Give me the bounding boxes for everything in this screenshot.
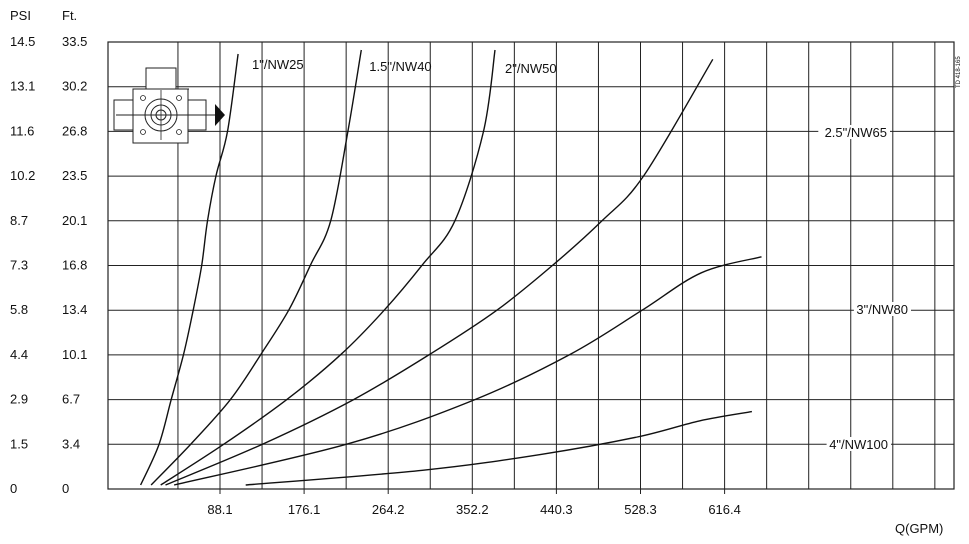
- series-line-3: [160, 49, 496, 486]
- x-axis-label: Q(GPM): [895, 521, 943, 536]
- y-tick-ft: 0: [62, 481, 69, 496]
- y-tick-psi: 4.4: [10, 347, 28, 362]
- y-tick-psi: 8.7: [10, 213, 28, 228]
- x-tick-label: 528.3: [624, 502, 657, 517]
- side-code: TD 418-165: [956, 56, 962, 88]
- y-tick-ft: 30.2: [62, 79, 87, 94]
- y-tick-ft: 13.4: [62, 302, 87, 317]
- y-tick-psi: 0: [10, 481, 17, 496]
- series-label-backing: [853, 302, 911, 316]
- series-labels: 1"/NW25 1.5"/NW40 2"/NW50 2.5"/NW65 3"/NW80 4…: [252, 57, 911, 452]
- y-tick-psi: 14.5: [10, 34, 35, 49]
- series-line-5: [173, 256, 762, 486]
- x-tick-label: 88.1: [207, 502, 232, 517]
- series-label-3: 2"/NW50: [505, 61, 557, 76]
- plot-frame: [107, 41, 955, 490]
- y-tick-ft: 6.7: [62, 392, 80, 407]
- y-tick-ft: 23.5: [62, 168, 87, 183]
- series-label-backing: [818, 125, 890, 139]
- x-tick-label: 616.4: [708, 502, 741, 517]
- y-tick-psi: 2.9: [10, 392, 28, 407]
- series-line-2: [150, 49, 362, 486]
- series-lines: [139, 49, 762, 486]
- series-label-6: 4"/NW100: [829, 437, 888, 452]
- series-line-6: [245, 410, 753, 486]
- y-tick-ft: 3.4: [62, 436, 80, 451]
- series-label-5: 3"/NW80: [856, 302, 908, 317]
- y-tick-ft: 26.8: [62, 123, 87, 138]
- y-tick-psi: 11.6: [10, 123, 34, 138]
- series-label-1: 1"/NW25: [252, 57, 304, 72]
- series-label-backing: [826, 437, 891, 451]
- x-tick-label: 440.3: [540, 502, 573, 517]
- y-tick-psi: 13.1: [10, 79, 35, 94]
- series-label-2: 1.5"/NW40: [369, 59, 431, 74]
- grid: [107, 41, 955, 494]
- y-tick-psi: 1.5: [10, 436, 28, 451]
- series-line-1: [139, 53, 239, 486]
- y-tick-psi: 10.2: [10, 168, 35, 183]
- y-tick-ft: 33.5: [62, 34, 87, 49]
- y-tick-ft: 10.1: [62, 347, 87, 362]
- y-tick-psi: 7.3: [10, 258, 28, 273]
- series-line-4: [165, 58, 714, 486]
- y-tick-psi: 5.8: [10, 302, 28, 317]
- tick-labels: 0 0 1.5 3.4 2.9 6.7 4.4 10.1 5.8 13.4 7.3 16.8 8.7 20…: [10, 34, 741, 517]
- left-axis-header: PSI: [10, 8, 31, 23]
- valve-icon: [113, 67, 225, 144]
- y-tick-ft: 16.8: [62, 258, 87, 273]
- x-tick-label: 176.1: [288, 502, 321, 517]
- x-tick-label: 352.2: [456, 502, 489, 517]
- series-label-4: 2.5"/NW65: [825, 125, 887, 140]
- right-axis-header: Ft.: [62, 8, 77, 23]
- x-tick-label: 264.2: [372, 502, 405, 517]
- y-tick-ft: 20.1: [62, 213, 87, 228]
